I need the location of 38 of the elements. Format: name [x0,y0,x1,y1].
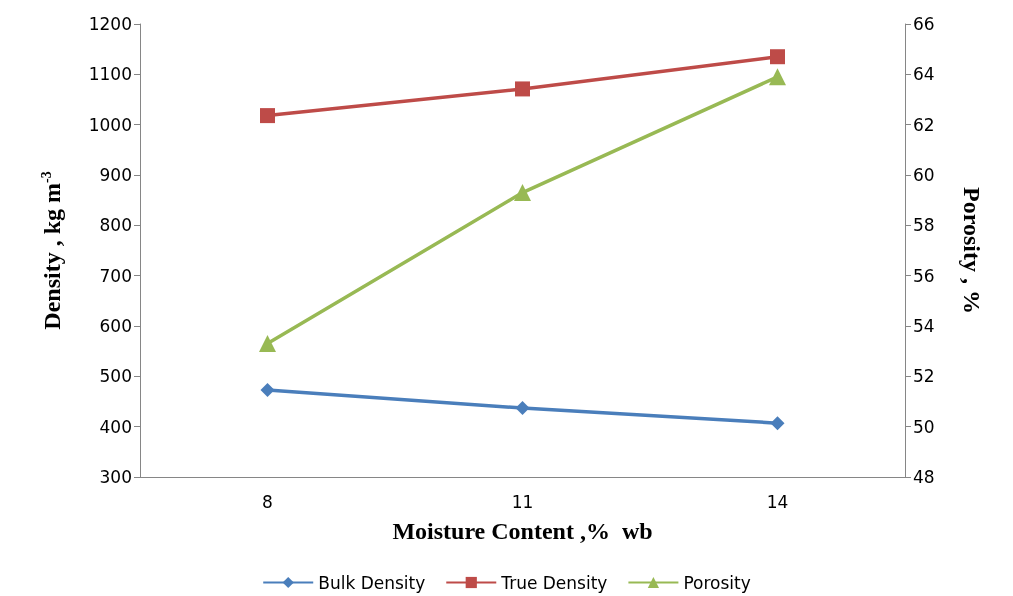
y-axis-title: Density , kg m-3 [38,171,65,330]
point [259,335,276,353]
point [514,184,531,202]
x-tick-label: 11 [511,491,534,512]
point [769,68,786,86]
point [770,49,785,65]
y-tick-label: 500 [99,366,132,387]
y2-tick-label: 52 [913,366,935,387]
x-tick-label: 14 [766,491,789,512]
y-tick-label: 800 [99,215,132,236]
y2-tick-label: 66 [913,14,935,34]
y2-tick-label: 60 [913,165,935,185]
legend-label: True Density [500,572,608,593]
y-tick-label: 1000 [88,114,132,135]
y-tick-label: 600 [99,316,132,336]
y-tick-label: 1200 [88,14,132,34]
legend-label: Bulk Density [318,572,426,593]
point [260,382,275,397]
y2-tick-label: 58 [913,215,935,236]
legend-label: Porosity [683,572,751,593]
point [260,108,275,124]
y-tick-label: 700 [99,265,132,286]
y-tick-label: 300 [99,467,132,487]
point [515,401,530,416]
y-tick-label: 400 [99,416,132,437]
point [770,416,785,431]
y2-tick-label: 50 [913,416,935,437]
y2-tick-label: 54 [913,316,935,336]
y2-tick-label: 64 [913,64,935,85]
x-tick-label: 8 [262,491,273,512]
y2-tick-label: 62 [913,114,935,135]
y-tick-label: 900 [99,165,132,185]
y2-tick-label: 56 [913,265,935,286]
y2-axis-title: Porosity , % [959,187,985,314]
y-tick-label: 1100 [88,64,132,85]
y2-tick-label: 48 [913,467,935,487]
x-axis-title: Moisture Content ,% wb [392,518,653,544]
point [515,81,530,97]
